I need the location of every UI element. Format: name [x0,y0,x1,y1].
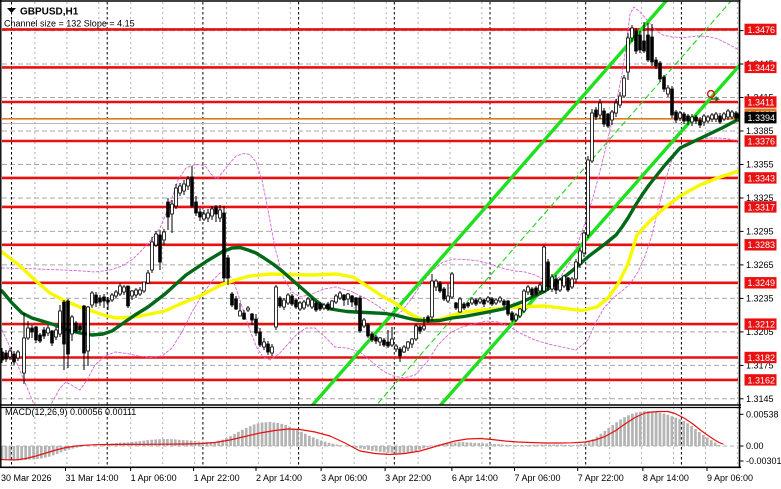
svg-text:1.3205: 1.3205 [746,327,774,337]
svg-text:1.3442: 1.3442 [748,63,776,73]
svg-text:7 Apr 22:00: 7 Apr 22:00 [578,473,624,483]
svg-text:1.3235: 1.3235 [746,294,774,304]
svg-text:30 Mar 2026: 30 Mar 2026 [1,473,52,483]
svg-text:3 Apr 06:00: 3 Apr 06:00 [321,473,367,483]
svg-text:0.00538: 0.00538 [746,410,779,420]
svg-text:1.3343: 1.3343 [748,173,776,183]
svg-text:1.3182: 1.3182 [748,353,776,363]
svg-text:1.3162: 1.3162 [748,375,776,385]
svg-text:1.3283: 1.3283 [748,240,776,250]
svg-text:1.3476: 1.3476 [748,25,776,35]
svg-text:1.3317: 1.3317 [748,202,776,212]
svg-text:7 Apr 06:00: 7 Apr 06:00 [515,473,561,483]
svg-text:1 Apr 06:00: 1 Apr 06:00 [131,473,177,483]
svg-text:1 Apr 22:00: 1 Apr 22:00 [194,473,240,483]
svg-text:31 Mar 14:00: 31 Mar 14:00 [66,473,119,483]
svg-text:0.00: 0.00 [746,441,764,451]
svg-text:GBPUSD,H1: GBPUSD,H1 [20,7,79,18]
svg-text:1.3325: 1.3325 [746,193,774,203]
svg-text:1.3394: 1.3394 [748,113,776,123]
svg-text:8 Apr 14:00: 8 Apr 14:00 [643,473,689,483]
svg-text:1.3175: 1.3175 [746,361,774,371]
svg-text:-0.00301: -0.00301 [746,456,781,466]
svg-text:2 Apr 14:00: 2 Apr 14:00 [256,473,302,483]
svg-text:1.3145: 1.3145 [746,394,774,404]
svg-text:1.3212: 1.3212 [748,320,776,330]
svg-text:1.3249: 1.3249 [748,278,776,288]
svg-text:1.3385: 1.3385 [746,126,774,136]
svg-text:Channel size = 132 Slope = 4.1: Channel size = 132 Slope = 4.15 [4,19,135,29]
svg-text:3 Apr 22:00: 3 Apr 22:00 [385,473,431,483]
svg-text:1.3376: 1.3376 [748,136,776,146]
svg-text:1.3411: 1.3411 [748,97,775,107]
svg-text:9 Apr 06:00: 9 Apr 06:00 [707,473,753,483]
svg-text:MACD(12,26,9) 0.00056 0.00111: MACD(12,26,9) 0.00056 0.00111 [5,407,136,417]
svg-text:1.3295: 1.3295 [746,227,774,237]
svg-text:1.3265: 1.3265 [746,260,774,270]
svg-text:1.3355: 1.3355 [746,160,774,170]
svg-text:6 Apr 14:00: 6 Apr 14:00 [452,473,498,483]
